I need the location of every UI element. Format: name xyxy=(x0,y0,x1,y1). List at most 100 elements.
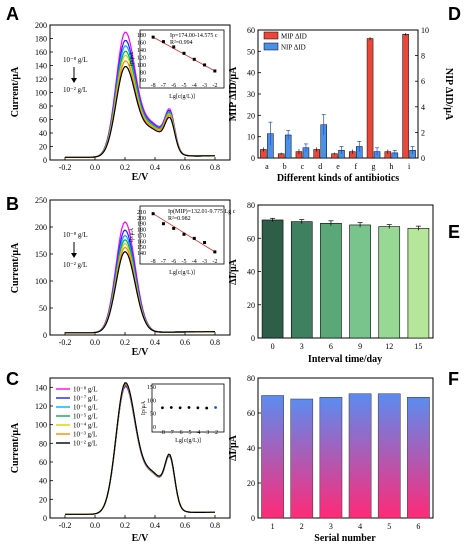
bar xyxy=(407,397,430,519)
legend-d: MIP ΔID NIP ΔID xyxy=(263,31,307,52)
bars-f xyxy=(261,393,430,519)
curves-c xyxy=(65,382,215,515)
legend-label: 10⁻⁵ g/L xyxy=(73,413,98,421)
curves-a xyxy=(65,31,215,158)
x-tick-label: 0.2 xyxy=(120,521,130,530)
y-axis-title-right-d: NIP ΔID/μA xyxy=(443,68,454,121)
x-axis-title-e: Interval time/day xyxy=(308,354,382,365)
inset-b xyxy=(139,205,225,265)
inset-x-tick-label: -8 xyxy=(160,430,165,436)
bar xyxy=(349,224,371,339)
x-axis-title-a: E/V xyxy=(132,172,149,183)
x-tick-label: 0.6 xyxy=(180,163,190,172)
y-tick-label: 200 xyxy=(35,21,47,30)
y-tick-label-right: 2 xyxy=(421,128,425,137)
x-axis-title-f: Serial number xyxy=(314,533,376,544)
inset-x-tick-label: -7 xyxy=(161,83,166,89)
inset-y-tick-label: 190 xyxy=(137,222,146,228)
inset-xlabel-c: Lg[c(g/L)] xyxy=(175,437,201,444)
panel-e: E 0 20 40 60 80 0 3 6 9 12 15 ΔI/μA Interval time/… xyxy=(228,201,460,365)
y-tick-label: 120 xyxy=(35,402,47,411)
inset-equation-a: Ip=174.00-14.575 c xyxy=(170,33,218,39)
y-tick-label: 140 xyxy=(35,383,47,392)
inset-y-tick-label: 150 xyxy=(137,245,146,251)
plot-frame-f xyxy=(257,377,434,519)
inset-x-tick-label: -3 xyxy=(202,259,207,265)
axis-ticks-b: -0.2 0.0 0.2 0.4 0.6 0.8 0 50 100 150 200 250 xyxy=(35,196,220,347)
y-axis-title-c: Current/μA xyxy=(10,422,21,473)
x-tick-label: 2 xyxy=(300,522,304,531)
curve-series xyxy=(65,65,215,158)
inset-x-tick-label: -4 xyxy=(192,259,197,265)
legend-label: 10⁻³ g/L xyxy=(73,431,97,439)
inset-y-tick-label: 100 xyxy=(137,63,146,69)
inset-point xyxy=(172,45,176,49)
annotation-bottom-b: 10⁻² g/L xyxy=(63,261,87,269)
axis-ticks-f: 0 20 40 60 80 1 2 3 4 5 6 xyxy=(247,374,420,531)
y-tick-label: 40 xyxy=(247,69,255,78)
x-tick-label: 15 xyxy=(414,342,422,351)
inset-point xyxy=(151,35,155,39)
axis-ticks-c: -0.2 0.0 0.2 0.4 0.6 0.8 0 20 40 60 80 100 120 140 xyxy=(35,383,220,530)
y-tick-label: 200 xyxy=(35,223,47,232)
y-axis-title-e: ΔI/μA xyxy=(228,258,239,285)
inset-x-tick-label: -6 xyxy=(171,259,176,265)
y-tick-label: 20 xyxy=(39,495,47,504)
inset-xlabel-b: Lg[c(g/L)] xyxy=(169,269,195,276)
inset-xlabel-a: Lg[c(g/L)] xyxy=(169,93,195,100)
inset-x-tick-label: -7 xyxy=(169,430,174,436)
x-tick-label: 12 xyxy=(385,342,393,351)
x-tick-label: 1 xyxy=(271,522,275,531)
x-tick-label: 5 xyxy=(387,522,391,531)
annotation-bottom-a: 10⁻² g/L xyxy=(63,86,87,94)
inset-y-tick-label: 60 xyxy=(140,78,146,84)
inset-point xyxy=(214,406,217,409)
bar xyxy=(261,395,284,519)
x-tick-label: 0.8 xyxy=(210,521,220,530)
x-tick-label: 0.4 xyxy=(150,521,160,530)
y-tick-label: 0 xyxy=(251,154,255,163)
y-tick-label: 40 xyxy=(39,477,47,486)
panel-letter-b: B xyxy=(6,194,19,214)
y-tick-label: 20 xyxy=(39,143,47,152)
inset-point xyxy=(213,250,217,254)
legend-label: 10⁻⁶ g/L xyxy=(73,404,98,412)
x-tick-label: e xyxy=(336,162,340,171)
bars-d xyxy=(260,32,416,159)
x-tick-label: i xyxy=(408,162,411,171)
x-tick-label: 3 xyxy=(300,342,304,351)
inset-point xyxy=(182,51,186,55)
inset-y-tick-label: 80 xyxy=(140,70,146,76)
x-tick-label: a xyxy=(265,162,269,171)
panel-letter-f: F xyxy=(448,369,459,389)
bar xyxy=(407,227,430,339)
inset-point xyxy=(161,222,165,226)
y-tick-label: 40 xyxy=(39,129,47,138)
inset-x-tick-label: -4 xyxy=(195,430,200,436)
legend-label: MIP ΔID xyxy=(281,33,307,41)
panel-letter-a: A xyxy=(6,4,19,24)
y-tick-label: 120 xyxy=(35,75,47,84)
y-tick-label: 80 xyxy=(247,201,255,210)
y-tick-label: 100 xyxy=(35,89,47,98)
panel-c: C -0.2 0.0 0.2 0.4 0.6 0.8020406080100120140 … xyxy=(6,369,231,544)
inset-y-tick-label: 120 xyxy=(137,55,146,61)
inset-x-tick-label: -8 xyxy=(151,83,156,89)
bar xyxy=(290,398,314,519)
x-tick-label: -0.2 xyxy=(59,521,72,530)
y-axis-title-left-d: MIP ΔID/μA xyxy=(228,66,239,121)
curve-series xyxy=(65,382,215,515)
inset-y-tick-label: 140 xyxy=(137,251,146,257)
y-tick-label: 60 xyxy=(39,116,47,125)
inset-y-tick-label: 0 xyxy=(153,425,156,431)
y-tick-label-right: 10 xyxy=(421,26,429,35)
x-tick-label: f xyxy=(354,162,357,171)
bar xyxy=(348,393,372,519)
panel-f: F 0 20 40 60 80 1 2 3 4 5 6 ΔI/μA Serial number xyxy=(228,369,459,544)
bar xyxy=(319,397,343,519)
x-tick-label: 0.6 xyxy=(180,521,190,530)
y-tick-label: 60 xyxy=(39,458,47,467)
inset-point xyxy=(213,69,217,73)
